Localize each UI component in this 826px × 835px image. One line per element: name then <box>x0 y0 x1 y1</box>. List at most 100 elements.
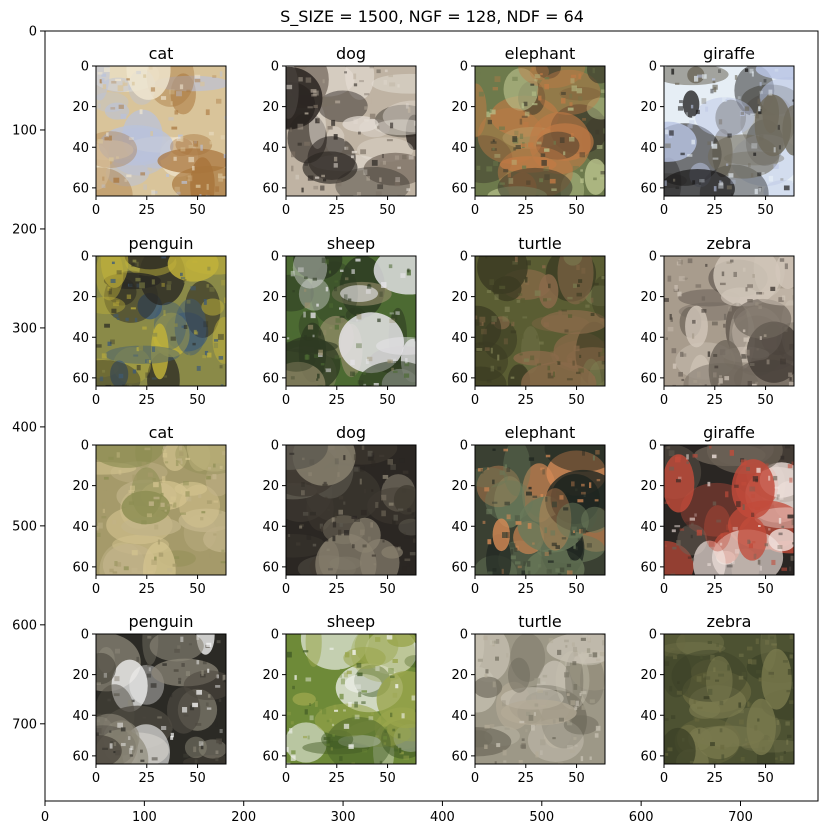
generated-image <box>286 445 416 575</box>
panel-frame <box>95 633 227 765</box>
panel-x-tick-label: 50 <box>568 771 585 786</box>
panel-x-tick-label: 0 <box>660 582 668 597</box>
panel-y-tick-label: 60 <box>640 371 657 386</box>
panel-penguin: penguin 0 25 50 0 20 40 60 <box>72 612 227 786</box>
generated-image <box>286 634 416 764</box>
panel-y-tick-label: 60 <box>640 749 657 764</box>
panel-y-tick-label: 0 <box>271 628 279 643</box>
panel-x-tick-label: 50 <box>757 393 774 408</box>
panel-frame <box>95 255 227 387</box>
panel-frame <box>474 633 606 765</box>
panel-y-tick-label: 20 <box>640 668 657 683</box>
panel-y-tick-label: 20 <box>72 479 89 494</box>
panel-x-tick-label: 0 <box>471 582 479 597</box>
panel-frame <box>285 65 417 197</box>
generated-image <box>475 66 605 196</box>
panel-x-tick-label: 50 <box>568 393 585 408</box>
panel-y-tick-label: 40 <box>72 709 89 724</box>
panel-x-tick-label: 25 <box>518 393 535 408</box>
panel-y-tick-label: 0 <box>271 439 279 454</box>
panel-y-tick-label: 0 <box>271 250 279 265</box>
panel-x-tick-label: 0 <box>471 393 479 408</box>
panel-y-tick-label: 40 <box>262 709 279 724</box>
generated-image <box>96 256 226 386</box>
panel-y-tick-label: 40 <box>262 520 279 535</box>
panel-y-tick-label: 40 <box>262 141 279 156</box>
panel-y-tick-label: 0 <box>81 60 89 75</box>
panel-x-tick-label: 0 <box>282 203 290 218</box>
panel-x-tick-label: 50 <box>189 771 206 786</box>
outer-x-axis: 0 100 200 300 400 500 600 700 <box>41 801 753 825</box>
panel-x-tick-label: 25 <box>518 771 535 786</box>
panel-y-tick-label: 0 <box>649 250 657 265</box>
panel-y-tick-label: 60 <box>262 560 279 575</box>
panel-sheep: sheep 0 25 50 0 20 40 60 <box>262 234 417 408</box>
panel-title: giraffe <box>703 423 755 442</box>
panel-frame <box>663 255 795 387</box>
panel-y-tick-label: 40 <box>72 141 89 156</box>
generated-image <box>475 634 605 764</box>
outer-y-tick-label: 500 <box>12 519 37 534</box>
panel-penguin: penguin 0 25 50 0 20 40 60 <box>72 234 227 408</box>
panel-x-tick-label: 0 <box>471 771 479 786</box>
outer-y-tick-label: 400 <box>12 420 37 435</box>
panel-y-tick-label: 20 <box>640 479 657 494</box>
panel-giraffe: giraffe 0 25 50 0 20 40 60 <box>640 423 795 597</box>
panel-y-tick-label: 20 <box>451 290 468 305</box>
panel-y-tick-label: 40 <box>640 141 657 156</box>
panel-x-tick-label: 25 <box>707 771 724 786</box>
panel-sheep: sheep 0 25 50 0 20 40 60 <box>262 612 417 786</box>
panel-title: sheep <box>327 234 375 253</box>
outer-y-tick-label: 300 <box>12 321 37 336</box>
panel-y-tick-label: 0 <box>460 250 468 265</box>
panel-x-tick-label: 0 <box>92 771 100 786</box>
panel-giraffe: giraffe 0 25 50 0 20 40 60 <box>640 44 795 218</box>
panel-title: cat <box>149 44 174 63</box>
panel-x-tick-label: 50 <box>757 771 774 786</box>
panel-y-tick-label: 0 <box>649 628 657 643</box>
panel-frame <box>663 65 795 197</box>
outer-x-tick-label: 500 <box>529 810 554 825</box>
generated-image <box>96 634 226 764</box>
panel-x-tick-label: 50 <box>379 771 396 786</box>
outer-x-tick-label: 600 <box>629 810 654 825</box>
generated-image <box>475 445 605 575</box>
generated-image <box>475 256 605 386</box>
panel-frame <box>474 255 606 387</box>
panel-frame <box>285 255 417 387</box>
panel-dog: dog 0 25 50 0 20 40 60 <box>262 44 417 218</box>
panel-x-tick-label: 0 <box>282 582 290 597</box>
panel-y-tick-label: 0 <box>460 60 468 75</box>
panel-y-tick-label: 60 <box>640 181 657 196</box>
panel-y-tick-label: 0 <box>460 628 468 643</box>
panel-title: giraffe <box>703 44 755 63</box>
figure-title: S_SIZE = 1500, NGF = 128, NDF = 64 <box>280 7 584 27</box>
panel-y-tick-label: 0 <box>271 60 279 75</box>
panel-y-tick-label: 60 <box>72 560 89 575</box>
panel-turtle: turtle 0 25 50 0 20 40 60 <box>451 612 606 786</box>
panel-y-tick-label: 40 <box>72 331 89 346</box>
panel-y-tick-label: 40 <box>640 520 657 535</box>
panel-x-tick-label: 0 <box>660 771 668 786</box>
panel-frame <box>95 444 227 576</box>
panel-y-tick-label: 20 <box>451 479 468 494</box>
panel-x-tick-label: 25 <box>139 203 156 218</box>
panel-y-tick-label: 20 <box>72 290 89 305</box>
panel-x-tick-label: 50 <box>379 393 396 408</box>
panel-y-tick-label: 60 <box>72 749 89 764</box>
panel-y-tick-label: 20 <box>640 100 657 115</box>
panel-x-tick-label: 0 <box>92 203 100 218</box>
panel-x-tick-label: 25 <box>518 582 535 597</box>
panel-x-tick-label: 25 <box>707 582 724 597</box>
panel-title: cat <box>149 423 174 442</box>
panel-y-tick-label: 0 <box>81 439 89 454</box>
panel-grid: cat 0 25 50 0 20 40 60 dog 0 25 50 0 20 40 60 elephant 0 2… <box>72 44 795 786</box>
generated-image <box>96 445 226 575</box>
panel-x-tick-label: 0 <box>660 393 668 408</box>
panel-x-tick-label: 0 <box>660 203 668 218</box>
panel-x-tick-label: 25 <box>329 393 346 408</box>
panel-y-tick-label: 40 <box>640 709 657 724</box>
generated-image <box>286 256 416 386</box>
panel-turtle: turtle 0 25 50 0 20 40 60 <box>451 234 606 408</box>
